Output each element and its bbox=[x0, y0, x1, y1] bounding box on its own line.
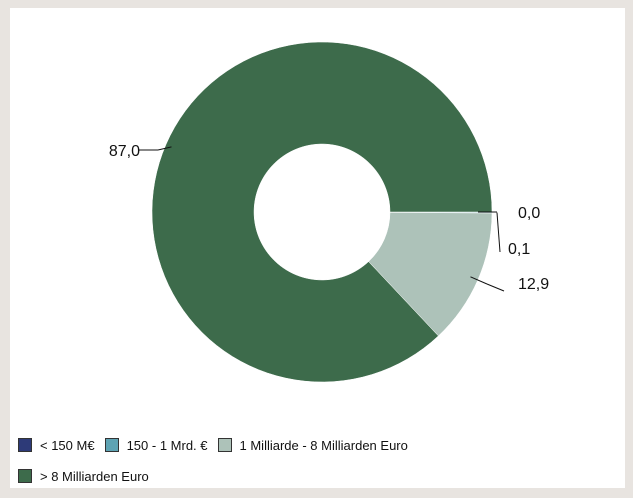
data-label-150m-1bn: 0,1 bbox=[508, 241, 530, 258]
legend-item-150m-1bn[interactable]: 150 - 1 Mrd. € bbox=[104, 437, 208, 453]
legend-label-1bn-8bn: 1 Milliarde - 8 Milliarden Euro bbox=[239, 437, 408, 453]
chart-legend: < 150 M€ 150 - 1 Mrd. € 1 Milliarde - 8 … bbox=[18, 436, 618, 498]
legend-label-under-150m: < 150 M€ bbox=[40, 437, 95, 453]
legend-swatch-under-150m bbox=[18, 438, 32, 452]
data-label-under-150m: 0,0 bbox=[518, 205, 540, 222]
legend-label-150m-1bn: 150 - 1 Mrd. € bbox=[126, 437, 208, 453]
legend-item-under-150m[interactable]: < 150 M€ bbox=[18, 438, 95, 453]
chart-panel: 0,0 0,1 12,9 87,0 < 150 M€ 150 - 1 Mrd. € 1… bbox=[10, 8, 625, 488]
slice-over-8bn[interactable] bbox=[151, 41, 493, 383]
data-label-over-8bn: 87,0 bbox=[109, 143, 140, 160]
legend-row-1: < 150 M€ 150 - 1 Mrd. € 1 Milliarde - 8 … bbox=[18, 436, 618, 454]
leader-line-over-8bn bbox=[157, 146, 172, 151]
leader-line-1bn-8bn-1 bbox=[486, 283, 505, 292]
legend-row-2: > 8 Milliarden Euro bbox=[18, 467, 618, 485]
leader-line-150m-1bn bbox=[496, 212, 501, 253]
legend-swatch-1bn-8bn bbox=[217, 438, 232, 452]
legend-swatch-over-8bn bbox=[18, 469, 32, 483]
leader-line-1bn-8bn bbox=[470, 276, 488, 285]
legend-label-over-8bn: > 8 Milliarden Euro bbox=[40, 468, 149, 484]
donut-chart: 0,0 0,1 12,9 87,0 bbox=[109, 41, 549, 383]
legend-item-over-8bn[interactable]: > 8 Milliarden Euro bbox=[18, 469, 149, 484]
legend-swatch-150m-1bn bbox=[104, 438, 119, 452]
data-label-1bn-8bn: 12,9 bbox=[518, 276, 549, 293]
legend-item-1bn-8bn[interactable]: 1 Milliarde - 8 Milliarden Euro bbox=[217, 437, 408, 453]
